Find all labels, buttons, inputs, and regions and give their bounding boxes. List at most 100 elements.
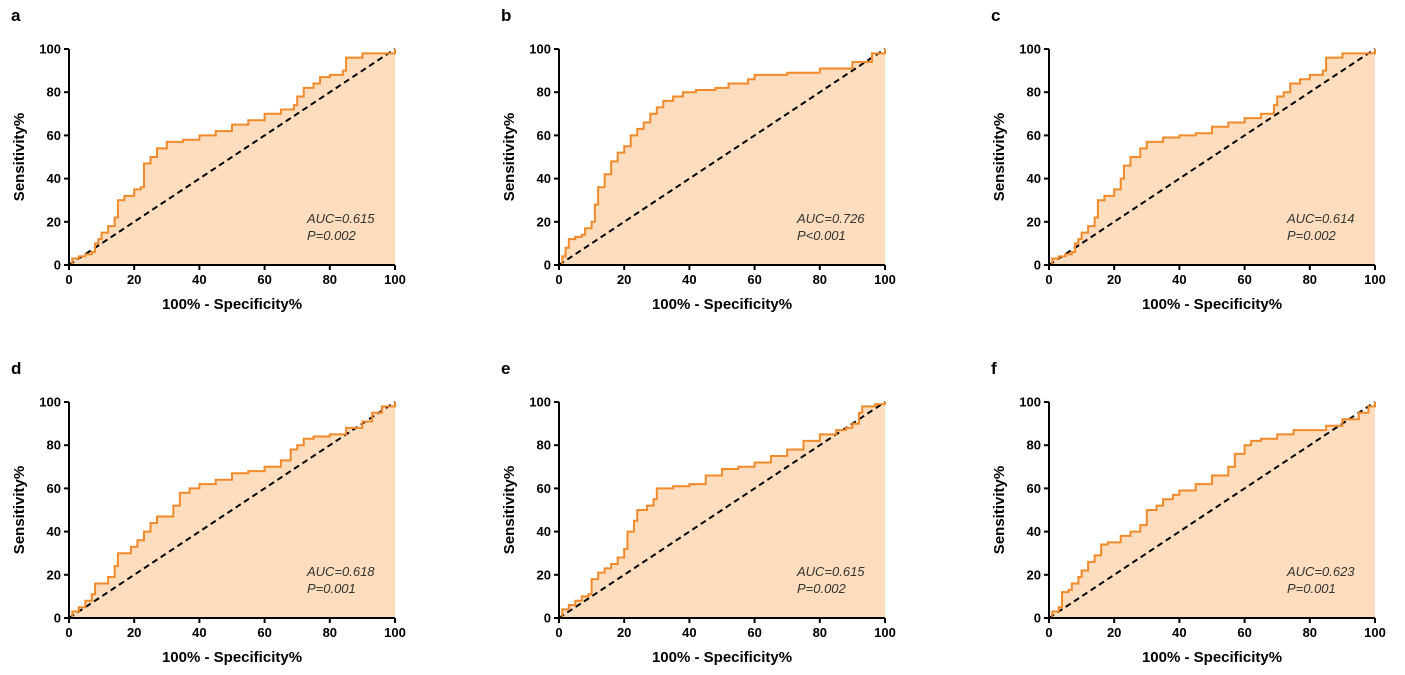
y-tick-label: 80 [47,438,61,453]
y-tick-label: 20 [47,214,61,229]
reference-diagonal [1048,401,1376,619]
roc-curve [559,49,886,266]
auc-annotation: AUC=0.623 [1286,564,1355,579]
x-tick-label: 80 [813,625,827,640]
panel-letter: d [11,359,21,378]
y-axis-title: Sensitivity% [501,113,518,201]
y-tick-label: 80 [537,85,551,100]
x-tick-label: 20 [1107,625,1121,640]
x-tick-label: 0 [555,272,562,287]
roc-panel-d: 0 20 40 60 80 100 0 20 40 60 80 100 100% - Specifici… [11,359,406,666]
roc-panel-f: 0 20 40 60 80 100 0 20 40 60 80 100 100% - Specifici… [991,359,1386,666]
p-value-annotation: P=0.002 [307,228,357,243]
y-tick-label: 80 [537,438,551,453]
y-tick-label: 60 [47,128,61,143]
y-tick-label: 100 [39,42,61,57]
y-axis-title: Sensitivity% [991,113,1008,201]
x-tick-label: 40 [682,272,696,287]
y-tick-label: 20 [47,567,61,582]
y-tick-label: 40 [537,171,551,186]
x-tick-label: 100 [1364,272,1386,287]
x-tick-label: 60 [1237,272,1251,287]
y-axis-title: Sensitivity% [501,466,518,554]
x-tick-label: 100 [1364,625,1386,640]
y-tick-label: 0 [1034,611,1041,626]
x-tick-label: 20 [1107,272,1121,287]
p-value-annotation: P=0.001 [307,581,356,596]
x-axis-title: 100% - Specificity% [1142,296,1282,313]
p-value-annotation: P=0.002 [1287,228,1337,243]
x-tick-label: 20 [127,625,141,640]
x-tick-label: 0 [555,625,562,640]
x-tick-label: 60 [747,272,761,287]
y-tick-label: 40 [47,524,61,539]
x-tick-label: 20 [127,272,141,287]
y-tick-label: 0 [54,611,61,626]
y-tick-label: 100 [529,42,551,57]
x-axis-title: 100% - Specificity% [652,649,792,666]
reference-diagonal [68,401,396,619]
p-value-annotation: P<0.001 [797,228,846,243]
y-tick-label: 100 [529,395,551,410]
y-tick-label: 20 [1027,214,1041,229]
panel-letter: f [991,359,997,378]
x-tick-label: 0 [65,625,72,640]
x-tick-label: 100 [874,625,896,640]
y-tick-label: 80 [1027,438,1041,453]
y-axis-title: Sensitivity% [991,466,1008,554]
y-tick-label: 60 [47,481,61,496]
panel-letter: a [11,6,21,25]
y-tick-label: 60 [1027,128,1041,143]
reference-diagonal [558,401,886,619]
y-tick-label: 80 [47,85,61,100]
x-tick-label: 80 [1303,272,1317,287]
x-axis-title: 100% - Specificity% [162,296,302,313]
y-tick-label: 40 [1027,171,1041,186]
roc-panel-a: 0 20 40 60 80 100 0 20 40 60 80 100 100% - Specifici… [11,6,406,313]
reference-diagonal [68,48,396,266]
x-tick-label: 0 [1045,625,1052,640]
y-tick-label: 20 [1027,567,1041,582]
roc-panel-c: 0 20 40 60 80 100 0 20 40 60 80 100 100% - Specifici… [991,6,1386,313]
x-tick-label: 40 [682,625,696,640]
x-tick-label: 60 [257,272,271,287]
x-tick-label: 80 [323,272,337,287]
y-tick-label: 20 [537,567,551,582]
auc-annotation: AUC=0.615 [796,564,865,579]
y-axis-title: Sensitivity% [11,466,28,554]
roc-curve [69,402,396,619]
roc-panel-e: 0 20 40 60 80 100 0 20 40 60 80 100 100% - Specifici… [501,359,896,666]
x-tick-label: 0 [65,272,72,287]
roc-panel-b: 0 20 40 60 80 100 0 20 40 60 80 100 100% - Specifici… [501,6,896,313]
x-tick-label: 60 [1237,625,1251,640]
x-axis-title: 100% - Specificity% [1142,649,1282,666]
x-tick-label: 40 [192,625,206,640]
y-tick-label: 20 [537,214,551,229]
y-tick-label: 60 [1027,481,1041,496]
auc-annotation: AUC=0.726 [796,211,865,226]
x-tick-label: 80 [323,625,337,640]
x-axis-title: 100% - Specificity% [652,296,792,313]
y-tick-label: 60 [537,128,551,143]
x-tick-label: 0 [1045,272,1052,287]
auc-annotation: AUC=0.618 [306,564,375,579]
y-tick-label: 0 [54,258,61,273]
p-value-annotation: P=0.001 [1287,581,1336,596]
x-tick-label: 80 [813,272,827,287]
y-tick-label: 80 [1027,85,1041,100]
y-tick-label: 0 [1034,258,1041,273]
y-tick-label: 60 [537,481,551,496]
x-tick-label: 100 [874,272,896,287]
x-tick-label: 40 [192,272,206,287]
x-tick-label: 60 [747,625,761,640]
x-tick-label: 40 [1172,625,1186,640]
reference-diagonal [558,48,886,266]
roc-curve [559,402,886,619]
y-tick-label: 0 [544,611,551,626]
y-tick-label: 100 [39,395,61,410]
x-tick-label: 100 [384,625,406,640]
auc-annotation: AUC=0.615 [306,211,375,226]
y-tick-label: 0 [544,258,551,273]
y-axis-title: Sensitivity% [11,113,28,201]
